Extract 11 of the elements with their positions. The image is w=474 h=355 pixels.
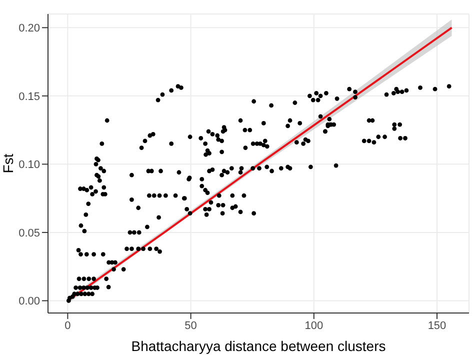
x-tick-label: 150 bbox=[428, 320, 446, 332]
y-tick-label: 0.10 bbox=[18, 159, 40, 172]
y-tick-label: 0.05 bbox=[18, 227, 40, 240]
x-axis-title: Bhattacharyya distance between clusters bbox=[131, 338, 386, 354]
y-tick-label: 0.00 bbox=[18, 296, 40, 308]
x-tick-label: 50 bbox=[184, 320, 197, 332]
y-tick-label: 0.15 bbox=[18, 90, 40, 103]
y-axis-title: Fst bbox=[0, 154, 16, 174]
x-tick-label: 100 bbox=[304, 320, 324, 332]
x-tick-label: 0 bbox=[64, 320, 71, 332]
y-tick-label: 0.20 bbox=[18, 22, 40, 35]
